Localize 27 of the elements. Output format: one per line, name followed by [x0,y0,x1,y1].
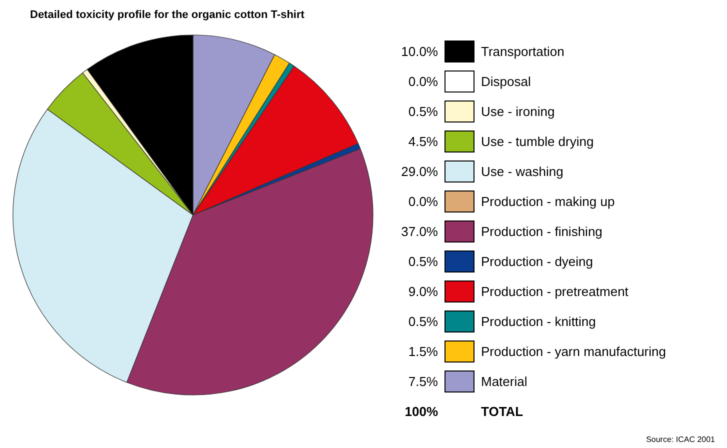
data-label: 9.0% [408,284,438,299]
data-label: 0.5% [408,104,438,119]
data-label: 4.5% [408,134,438,149]
data-label: 7.5% [408,374,438,389]
data-label: 37.0% [401,224,438,239]
legend-label: Production - yarn manufacturing [481,344,666,359]
data-label: 0.5% [408,314,438,329]
source-note: Source: ICAC 2001 [646,435,716,444]
legend-label: Production - knitting [481,314,596,329]
legend-label: Use - washing [481,164,564,179]
legend-label: Use - tumble drying [481,134,594,149]
legend-label: Production - finishing [481,224,602,239]
legend-label: Use - ironing [481,104,555,119]
text: 100% TOTAL [404,404,524,419]
legend-label: Production - dyeing [481,254,594,269]
data-label: 0.5% [408,254,438,269]
data-label: 1.5% [408,344,438,359]
legend-label: Disposal [481,74,531,89]
legend-label: Transportation [481,44,564,59]
data-label: 10.0% [401,44,438,59]
legend-label: Production - pretreatment [481,284,629,299]
data-label: 29.0% [401,164,438,179]
legend-label: Material [481,374,528,389]
text: 0.0% [408,74,438,89]
legend-label: Production - making up [481,194,615,209]
text: 0.0% [408,194,438,209]
chart-title: Detailed toxicity profile for the organic cotton T-shirt [30,9,305,21]
